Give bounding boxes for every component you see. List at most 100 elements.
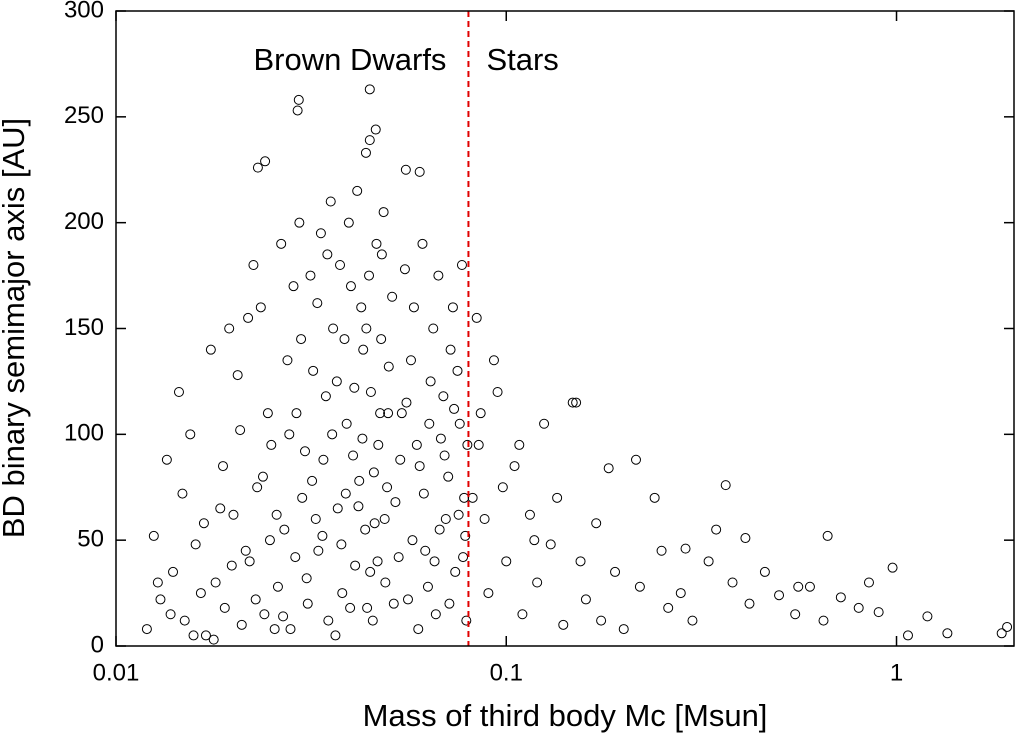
point [591, 518, 602, 529]
point [509, 461, 520, 472]
point [853, 602, 864, 613]
point [703, 556, 714, 567]
point [365, 387, 376, 397]
point [276, 238, 287, 249]
point [210, 577, 221, 588]
annotation: Brown Dwarfs [254, 42, 447, 77]
point [228, 509, 239, 520]
point [331, 376, 342, 387]
point [332, 503, 343, 514]
point [390, 497, 401, 508]
point [402, 594, 413, 605]
point [375, 408, 386, 419]
point [417, 238, 428, 249]
point [190, 539, 201, 550]
point [337, 588, 348, 599]
point [804, 581, 815, 592]
point [501, 556, 512, 567]
point [818, 615, 829, 626]
point [459, 492, 470, 503]
point [376, 334, 387, 345]
point [244, 556, 255, 567]
point [354, 475, 365, 486]
point [449, 403, 460, 414]
point [467, 492, 478, 503]
point [401, 397, 412, 408]
point [226, 560, 237, 571]
point [443, 471, 454, 482]
point [371, 238, 382, 249]
point [372, 556, 383, 567]
point [297, 492, 308, 503]
point [405, 355, 416, 366]
y-tick-label: 300 [64, 0, 104, 23]
point [420, 545, 431, 556]
point [996, 628, 1007, 639]
point [447, 302, 458, 313]
point [580, 594, 591, 605]
point [424, 418, 435, 429]
y-tick-label: 150 [64, 314, 104, 341]
point [271, 509, 282, 520]
point [422, 581, 433, 592]
point [345, 602, 356, 613]
point [345, 281, 356, 292]
point [387, 291, 398, 302]
point [141, 624, 152, 635]
point [418, 488, 429, 499]
x-tick-label: 0.1 [490, 659, 523, 686]
point [364, 270, 375, 281]
point [362, 602, 373, 613]
annotation: Stars [486, 42, 558, 77]
point [539, 418, 550, 429]
point [675, 588, 686, 599]
point [396, 408, 407, 419]
point [240, 545, 251, 556]
point [198, 518, 209, 529]
point [252, 162, 263, 173]
point [425, 376, 436, 387]
point [454, 418, 465, 429]
point [179, 615, 190, 626]
point [634, 581, 645, 592]
point [922, 611, 933, 622]
point [453, 509, 464, 520]
point [195, 588, 206, 599]
point [360, 147, 371, 158]
point [460, 530, 471, 541]
point [315, 228, 326, 239]
point [475, 408, 486, 419]
point [148, 530, 159, 541]
point [407, 535, 418, 546]
point [524, 509, 535, 520]
point [250, 594, 261, 605]
point [445, 344, 456, 355]
point [292, 105, 303, 116]
point [260, 156, 271, 167]
point [248, 260, 259, 270]
y-tick-label: 100 [64, 420, 104, 447]
point [438, 391, 449, 402]
x-axis-label: Mass of third body Mc [Msun] [363, 698, 768, 733]
point [610, 566, 621, 577]
point [461, 615, 472, 626]
point [902, 630, 913, 641]
point [835, 592, 846, 603]
point [473, 439, 484, 450]
point [388, 598, 399, 609]
point [458, 552, 469, 563]
point [430, 609, 441, 620]
point [282, 355, 293, 366]
point [177, 488, 188, 499]
point [173, 387, 184, 397]
point [330, 630, 341, 641]
point [793, 581, 804, 592]
point [603, 463, 614, 474]
point [369, 518, 380, 529]
point [492, 387, 503, 397]
point [873, 607, 884, 618]
point [618, 624, 629, 635]
point [571, 397, 582, 408]
point [285, 624, 296, 635]
point [200, 630, 211, 641]
